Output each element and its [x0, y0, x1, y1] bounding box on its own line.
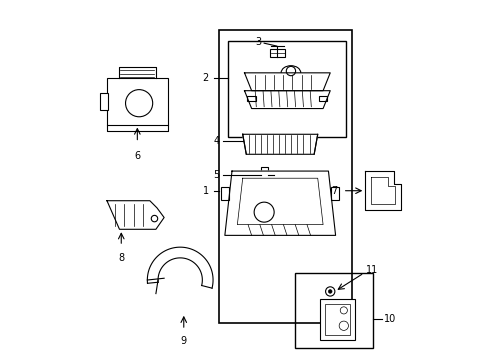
Polygon shape [365, 171, 400, 210]
Bar [219, 30, 351, 323]
Text: 7: 7 [330, 186, 337, 196]
Bar [269, 49, 285, 57]
Bar [320, 298, 354, 340]
Text: 3: 3 [255, 37, 261, 47]
Text: 5: 5 [213, 170, 219, 180]
Text: 10: 10 [383, 314, 395, 324]
Text: 2: 2 [202, 73, 208, 83]
Circle shape [328, 290, 331, 293]
Polygon shape [244, 91, 329, 109]
Polygon shape [242, 134, 317, 154]
Bar [318, 96, 326, 101]
Text: 9: 9 [181, 337, 186, 346]
Bar [100, 93, 107, 111]
Text: 4: 4 [213, 136, 219, 146]
Bar [294, 273, 372, 348]
Bar [331, 187, 339, 200]
Text: 1: 1 [202, 186, 208, 196]
Bar [221, 187, 229, 200]
Bar [247, 96, 255, 101]
Bar [260, 167, 268, 183]
Polygon shape [244, 73, 329, 91]
Text: 11: 11 [365, 265, 377, 275]
Bar [107, 78, 167, 125]
Polygon shape [224, 171, 335, 235]
Bar [324, 303, 349, 335]
Bar [228, 41, 346, 137]
Text: 8: 8 [118, 252, 124, 262]
Text: 6: 6 [134, 152, 140, 161]
Polygon shape [107, 201, 164, 229]
